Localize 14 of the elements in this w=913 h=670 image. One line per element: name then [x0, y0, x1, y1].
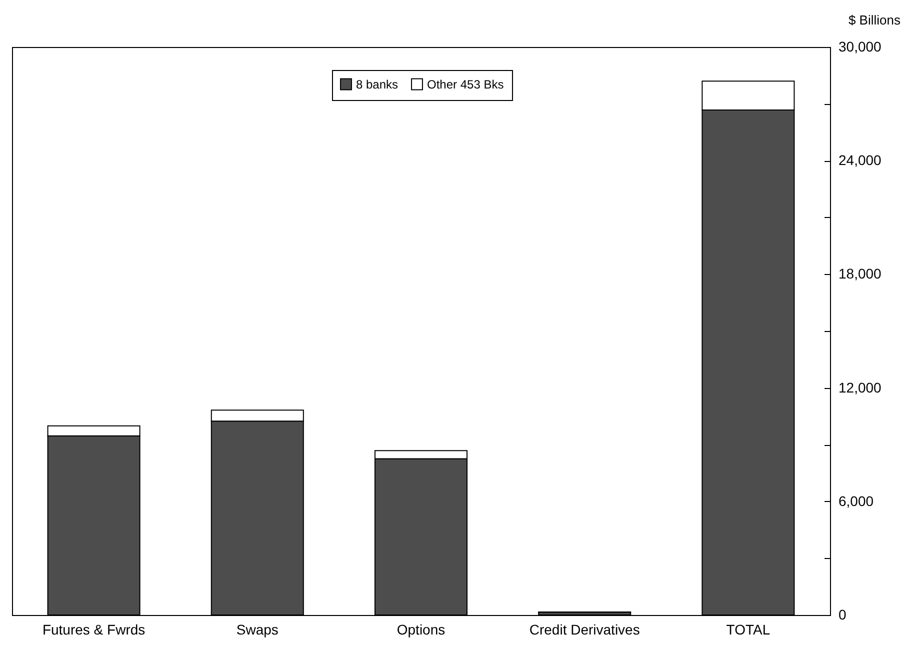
x-tick-label: Options — [396, 622, 446, 638]
y-tick-label: 0 — [838, 606, 846, 622]
y-tick-label: 6,000 — [838, 492, 874, 509]
y-tick-label: 12,000 — [838, 379, 882, 396]
y-tick-label: 18,000 — [838, 266, 882, 282]
x-tick-label: Futures & Fwrds — [42, 622, 146, 638]
x-tick-label: Swaps — [236, 622, 278, 638]
x-tick-label: Credit Derivatives — [529, 622, 640, 638]
legend-label: Other 453 Bks — [427, 77, 504, 92]
x-tick-label: TOTAL — [726, 622, 770, 638]
legend-label: 8 banks — [356, 77, 398, 92]
y-tick-label: 24,000 — [838, 152, 882, 168]
y-tick-label: 30,000 — [838, 38, 882, 54]
y-axis-title: $ Billions — [848, 12, 901, 28]
